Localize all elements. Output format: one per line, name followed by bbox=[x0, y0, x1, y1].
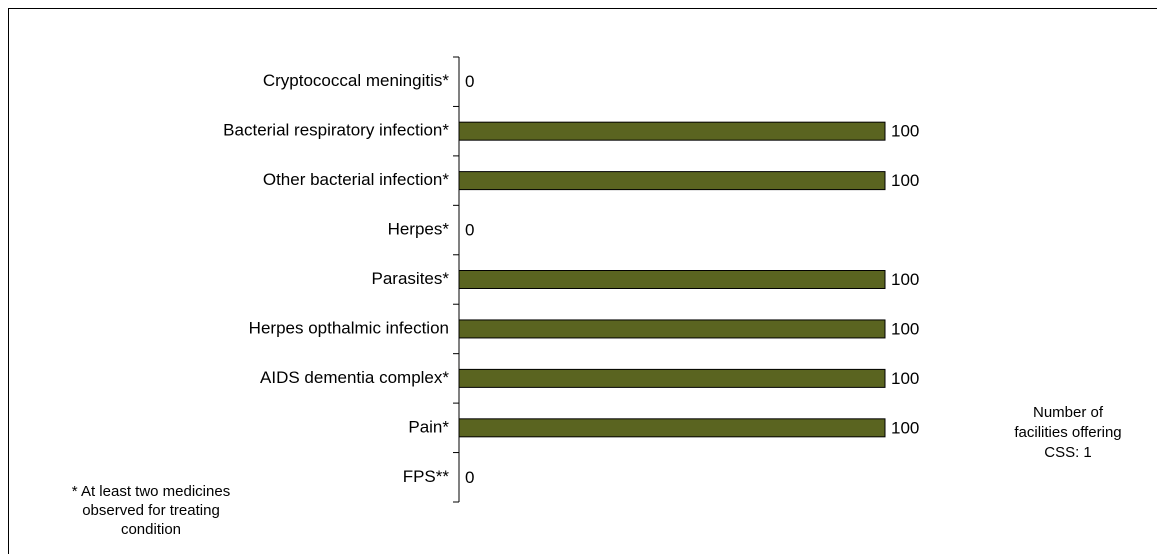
data-label: 0 bbox=[465, 72, 474, 91]
bar bbox=[459, 369, 885, 387]
bar bbox=[459, 122, 885, 140]
data-label: 100 bbox=[891, 369, 919, 388]
y-tick-label: FPS** bbox=[403, 467, 450, 486]
data-label: 100 bbox=[891, 270, 919, 289]
y-tick-label: Other bacterial infection* bbox=[263, 170, 450, 189]
bar bbox=[459, 271, 885, 289]
y-tick-label: AIDS dementia complex* bbox=[260, 368, 449, 387]
y-tick-label: Bacterial respiratory infection* bbox=[223, 121, 449, 140]
annotation: CSS: 1 bbox=[1044, 444, 1092, 461]
data-label: 100 bbox=[891, 122, 919, 141]
data-label: 0 bbox=[465, 221, 474, 240]
data-label: 0 bbox=[465, 468, 474, 487]
bar bbox=[459, 320, 885, 338]
y-tick-label: Cryptococcal meningitis* bbox=[263, 71, 450, 90]
bar bbox=[459, 172, 885, 190]
annotation: facilities offering bbox=[1014, 424, 1121, 441]
bar bbox=[459, 419, 885, 437]
footnote: condition bbox=[121, 521, 181, 538]
y-tick-label: Herpes* bbox=[388, 220, 450, 239]
data-label: 100 bbox=[891, 319, 919, 338]
y-tick-label: Parasites* bbox=[372, 269, 450, 288]
data-label: 100 bbox=[891, 171, 919, 190]
data-label: 100 bbox=[891, 418, 919, 437]
y-tick-label: Pain* bbox=[408, 417, 449, 436]
y-tick-label: Herpes opthalmic infection bbox=[249, 318, 449, 337]
annotation: Number of bbox=[1033, 404, 1104, 421]
footnote: * At least two medicines bbox=[72, 483, 230, 500]
footnote: observed for treating bbox=[82, 502, 220, 519]
